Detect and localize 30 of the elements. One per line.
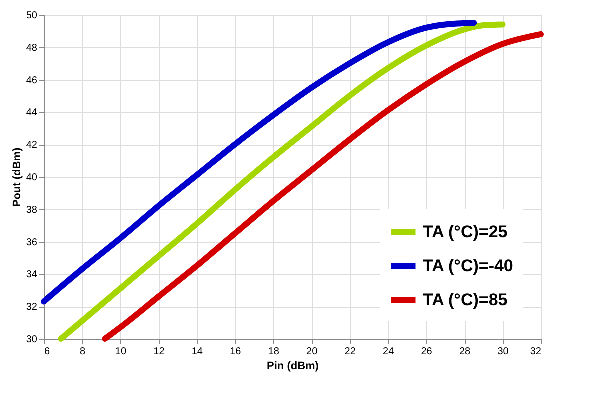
y-tick-label: 32 xyxy=(26,302,38,314)
y-tick-label: 36 xyxy=(26,237,38,248)
y-tick-label: 34 xyxy=(26,270,38,281)
x-tick-label: 32 xyxy=(530,346,542,358)
x-tick-label: 26 xyxy=(421,346,433,358)
y-axis-title: Pout (dBm) xyxy=(11,148,24,208)
x-tick-label: 22 xyxy=(344,346,356,358)
x-tick-label: 16 xyxy=(230,346,242,358)
y-tick-label: 48 xyxy=(26,42,38,54)
legend-label: TA (°C)=85 xyxy=(423,290,508,310)
y-tick-label: 50 xyxy=(26,10,38,22)
x-tick-label: 14 xyxy=(192,346,204,358)
x-tick-label: 6 xyxy=(44,346,50,358)
x-tick-label: 20 xyxy=(306,346,318,358)
y-tick-label: 30 xyxy=(26,334,38,346)
x-tick-label: 30 xyxy=(498,346,510,358)
y-tick-label: 46 xyxy=(26,75,38,86)
y-tick-label: 40 xyxy=(26,172,38,184)
y-tick-label: 38 xyxy=(26,204,38,216)
x-tick-label: 18 xyxy=(268,346,280,358)
x-tick-label: 28 xyxy=(459,346,472,358)
x-tick-label: 24 xyxy=(383,346,395,358)
x-tick-label: 10 xyxy=(115,346,127,358)
legend-label: TA (°C)=25 xyxy=(423,222,508,242)
y-tick-label: 44 xyxy=(26,108,38,119)
y-tick-label: 42 xyxy=(26,140,38,152)
legend-label: TA (°C)=-40 xyxy=(423,256,514,276)
x-axis-title: Pin (dBm) xyxy=(267,360,320,372)
x-tick-label: 8 xyxy=(80,346,86,358)
x-tick-label: 12 xyxy=(154,346,166,358)
